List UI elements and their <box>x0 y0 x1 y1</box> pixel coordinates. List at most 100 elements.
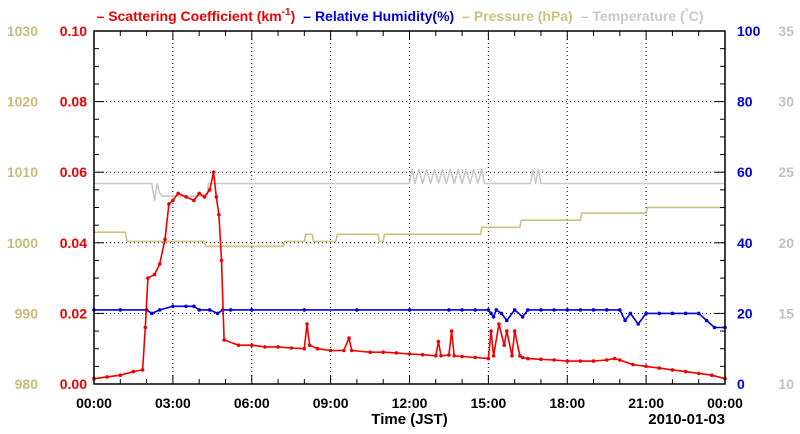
relative-humidity-point <box>526 308 530 312</box>
relative-humidity-point <box>539 308 543 312</box>
relative-humidity-point <box>489 311 493 316</box>
legend-entry-label: Pressure (hPa) <box>474 8 573 24</box>
scattering-coefficient-point <box>565 359 570 363</box>
scattering-coefficient-point <box>473 355 478 360</box>
scattering-coefficient-point <box>263 345 267 349</box>
relative-humidity-point <box>636 322 640 326</box>
legend-entry-superscript: -1 <box>282 7 291 18</box>
pressure-tick-label: 1010 <box>7 164 38 180</box>
relative-humidity-point <box>644 311 648 316</box>
scattering-coefficient-point <box>342 348 346 353</box>
scattering-coefficient-point <box>631 362 635 367</box>
scattering-coefficient-point <box>276 345 280 349</box>
humidity-tick-label: 0 <box>737 376 745 392</box>
scattering-coefficient-point <box>146 276 150 280</box>
legend-entry-label: Scattering Coefficient (km <box>108 8 281 24</box>
scattering-coefficient-point <box>452 354 457 358</box>
relative-humidity-point <box>473 308 478 312</box>
relative-humidity-point <box>228 308 233 312</box>
scattering-coefficient-point <box>439 354 443 358</box>
relative-humidity-point <box>184 304 188 309</box>
pressure-tick-label: 1030 <box>7 23 38 39</box>
relative-humidity-point <box>197 308 201 312</box>
scattering-coefficient-point <box>192 198 196 203</box>
series-scattering-coefficient <box>93 171 726 380</box>
scattering-coefficient-point <box>497 322 501 326</box>
scattering-coefficient-point <box>710 373 714 378</box>
scattering-coefficient-point <box>552 358 556 362</box>
relative-humidity-point <box>604 308 609 312</box>
scattering-tick-label: 0.06 <box>60 164 87 180</box>
scattering-coefficient-point <box>381 350 386 355</box>
relative-humidity-point <box>118 308 123 312</box>
relative-humidity-point <box>215 311 220 316</box>
pressure-tick-label: 980 <box>15 376 39 392</box>
scattering-coefficient-point <box>512 329 517 333</box>
scattering-coefficient-point <box>118 373 123 378</box>
scattering-coefficient-point <box>539 357 543 362</box>
relative-humidity-point <box>491 315 496 319</box>
relative-humidity-point <box>171 304 175 309</box>
scattering-coefficient-point <box>349 348 354 353</box>
temperature-tick-label: 15 <box>778 305 794 321</box>
scattering-coefficient-point <box>167 202 171 206</box>
temperature-tick-label: 35 <box>778 23 794 39</box>
relative-humidity-point <box>407 308 412 312</box>
scattering-coefficient-point <box>510 354 514 358</box>
scattering-coefficient-point <box>683 369 688 374</box>
scattering-coefficient-point <box>657 366 662 370</box>
scattering-coefficient-point <box>420 352 425 357</box>
axis-tick-labels: 00:00 03:00 06:00 09:00 12:00 15:00 18:00 21:00… <box>7 23 794 411</box>
x-tick-label: 03:00 <box>155 395 191 411</box>
series-layer <box>92 168 727 381</box>
temperature-tick-label: 10 <box>778 376 794 392</box>
x-tick-label: 00:00 <box>707 395 743 411</box>
relative-humidity-point <box>628 311 633 316</box>
relative-humidity-point <box>696 311 701 316</box>
scattering-coefficient-point <box>447 353 451 357</box>
scattering-coefficient-point <box>328 348 333 353</box>
relative-humidity-point <box>670 311 675 316</box>
relative-humidity-point <box>683 311 688 316</box>
relative-humidity-point <box>460 308 464 312</box>
series-pressure <box>94 206 725 248</box>
scattering-coefficient-point <box>502 343 507 348</box>
humidity-tick-label: 60 <box>737 164 753 180</box>
scattering-coefficient-point <box>307 343 312 348</box>
x-tick-label: 12:00 <box>392 395 428 411</box>
legend-entry-label: Relative Humidity(%) <box>315 8 454 24</box>
scattering-coefficient-point <box>289 346 294 350</box>
x-tick-label: 21:00 <box>628 395 664 411</box>
scattering-coefficient-point <box>236 343 241 348</box>
humidity-tick-label: 100 <box>737 23 761 39</box>
scattering-coefficient-point <box>207 188 212 192</box>
scattering-coefficient-point <box>140 368 145 372</box>
scattering-coefficient-point <box>518 354 522 358</box>
temperature-tick-label: 25 <box>778 164 794 180</box>
humidity-tick-label: 40 <box>737 235 753 251</box>
pressure-tick-label: 990 <box>15 305 39 321</box>
scattering-coefficient-point <box>644 364 648 369</box>
scattering-coefficient-point <box>394 351 399 355</box>
scattering-coefficient-point <box>211 170 216 174</box>
relative-humidity-point <box>355 308 359 312</box>
scattering-coefficient-point <box>184 195 188 199</box>
relative-humidity-point <box>591 308 596 312</box>
scattering-coefficient-point <box>526 356 530 361</box>
relative-humidity-point <box>302 308 307 312</box>
relative-humidity-point <box>157 308 162 312</box>
relative-humidity-point <box>192 304 196 309</box>
scattering-coefficient-point <box>302 346 307 351</box>
relative-humidity-point <box>712 325 717 330</box>
pressure-tick-label: 1000 <box>7 235 38 251</box>
legend-entry-superscript: ° <box>685 7 689 18</box>
x-tick-label: 00:00 <box>76 395 112 411</box>
relative-humidity-point <box>618 308 622 312</box>
relative-humidity-point <box>486 308 491 312</box>
date-label: 2010-01-03 <box>648 411 725 428</box>
scattering-coefficient-point <box>505 329 509 333</box>
legend-entry-marker: – <box>581 8 593 24</box>
scattering-tick-label: 0.08 <box>60 94 87 110</box>
legend: – Scattering Coefficient (km-1) – Relativ… <box>97 7 704 24</box>
scattering-coefficient-point <box>105 375 109 379</box>
